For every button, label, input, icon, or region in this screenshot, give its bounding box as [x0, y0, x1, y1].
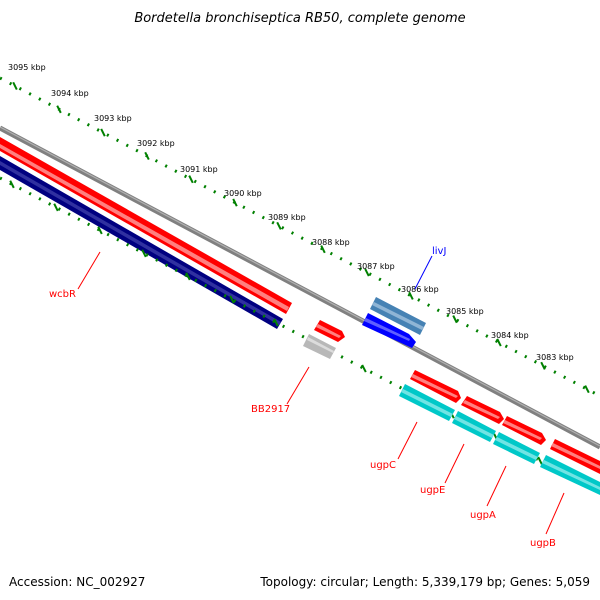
tick-label: 3094 kbp — [51, 89, 89, 98]
livJ-feature-highlight — [372, 302, 424, 330]
gene-label-ugpE[interactable]: ugpE — [420, 485, 445, 496]
tick-label: 3083 kbp — [536, 353, 574, 362]
scale-tick-mark — [452, 315, 458, 324]
tick-label: 3091 kbp — [180, 165, 218, 174]
outer-scale-ticks — [12, 81, 590, 394]
tick-label: 3092 kbp — [137, 139, 175, 148]
scale-tick-mark — [185, 272, 191, 281]
blue-arrow-feature-highlight — [364, 318, 410, 341]
ugpE-leader-line — [444, 443, 465, 484]
ugpB-cyan-feature-highlight — [542, 460, 600, 490]
scale-tick-mark — [53, 203, 59, 212]
accession-text: Accession: NC_002927 — [9, 575, 145, 589]
tick-label: 3095 kbp — [8, 63, 46, 72]
scale-tick-mark — [232, 198, 238, 207]
scale-tick-mark — [188, 175, 194, 184]
livJ-leader-line — [414, 255, 433, 290]
ugpE-red-feature-highlight — [463, 400, 500, 419]
ugpB-leader-line — [545, 492, 565, 535]
BB2917-leader-line — [286, 366, 310, 405]
ugpA-leader-line — [486, 465, 507, 507]
ugpC-leader-line — [397, 421, 418, 460]
tick-label: 3093 kbp — [94, 114, 132, 123]
gene-label-livJ[interactable]: livJ — [432, 246, 446, 257]
tick-label: 3090 kbp — [224, 189, 262, 198]
ugpC-cyan-feature-highlight — [401, 389, 453, 417]
gene-label-ugpB[interactable]: ugpB — [530, 538, 556, 549]
tick-label: 3089 kbp — [268, 213, 306, 222]
scale-tick-mark — [537, 456, 543, 465]
tick-label: 3084 kbp — [491, 331, 529, 340]
outer-scale-dots — [0, 76, 600, 398]
scale-tick-mark — [229, 295, 235, 304]
scale-tick-mark — [144, 151, 150, 160]
tick-label: 3087 kbp — [357, 262, 395, 271]
scale-tick-mark — [320, 245, 326, 254]
scale-tick-mark — [364, 268, 370, 277]
gene-label-ugpC[interactable]: ugpC — [370, 460, 396, 471]
tick-label: 3085 kbp — [446, 307, 484, 316]
scale-tick-mark — [12, 81, 18, 90]
genome-backbone — [0, 125, 600, 450]
ugpA-red-feature-highlight — [503, 420, 542, 440]
scale-tick-mark — [97, 226, 103, 235]
small-red-feature-highlight — [316, 324, 341, 338]
gene-label-ugpA[interactable]: ugpA — [470, 510, 496, 521]
gene-label-BB2917[interactable]: BB2917 — [251, 404, 290, 415]
scale-tick-mark — [141, 249, 147, 258]
tick-label: 3086 kbp — [401, 285, 439, 294]
scale-tick-mark — [496, 338, 502, 347]
ugpC-red-feature-highlight — [411, 374, 458, 398]
scale-tick-mark — [100, 128, 106, 137]
wcbR-feature-highlight — [0, 144, 289, 311]
genome-backbone-highlight — [0, 126, 600, 447]
ugpE-cyan-feature-highlight — [454, 416, 494, 438]
scale-tick-mark — [273, 318, 279, 327]
wcbR-leader-line — [77, 251, 101, 290]
scale-tick-mark — [276, 221, 282, 230]
topology-text: Topology: circular; Length: 5,339,179 bp… — [259, 575, 590, 589]
map-title: Bordetella bronchiseptica RB50, complete… — [134, 11, 465, 26]
scale-tick-mark — [584, 385, 590, 394]
BB2917-feature-highlight — [307, 337, 334, 353]
ugpA-cyan-feature-highlight — [495, 437, 538, 460]
gene-label-wcbR[interactable]: wcbR — [49, 289, 76, 300]
scale-tick-mark — [56, 105, 62, 114]
navy-feature-highlight — [0, 161, 281, 325]
tick-label: 3088 kbp — [312, 238, 350, 247]
scale-tick-mark — [408, 291, 414, 300]
scale-tick-mark — [540, 361, 546, 370]
scale-tick-mark — [9, 180, 15, 189]
ugpB-red-feature-highlight — [551, 443, 600, 469]
scale-tick-mark — [361, 364, 367, 373]
